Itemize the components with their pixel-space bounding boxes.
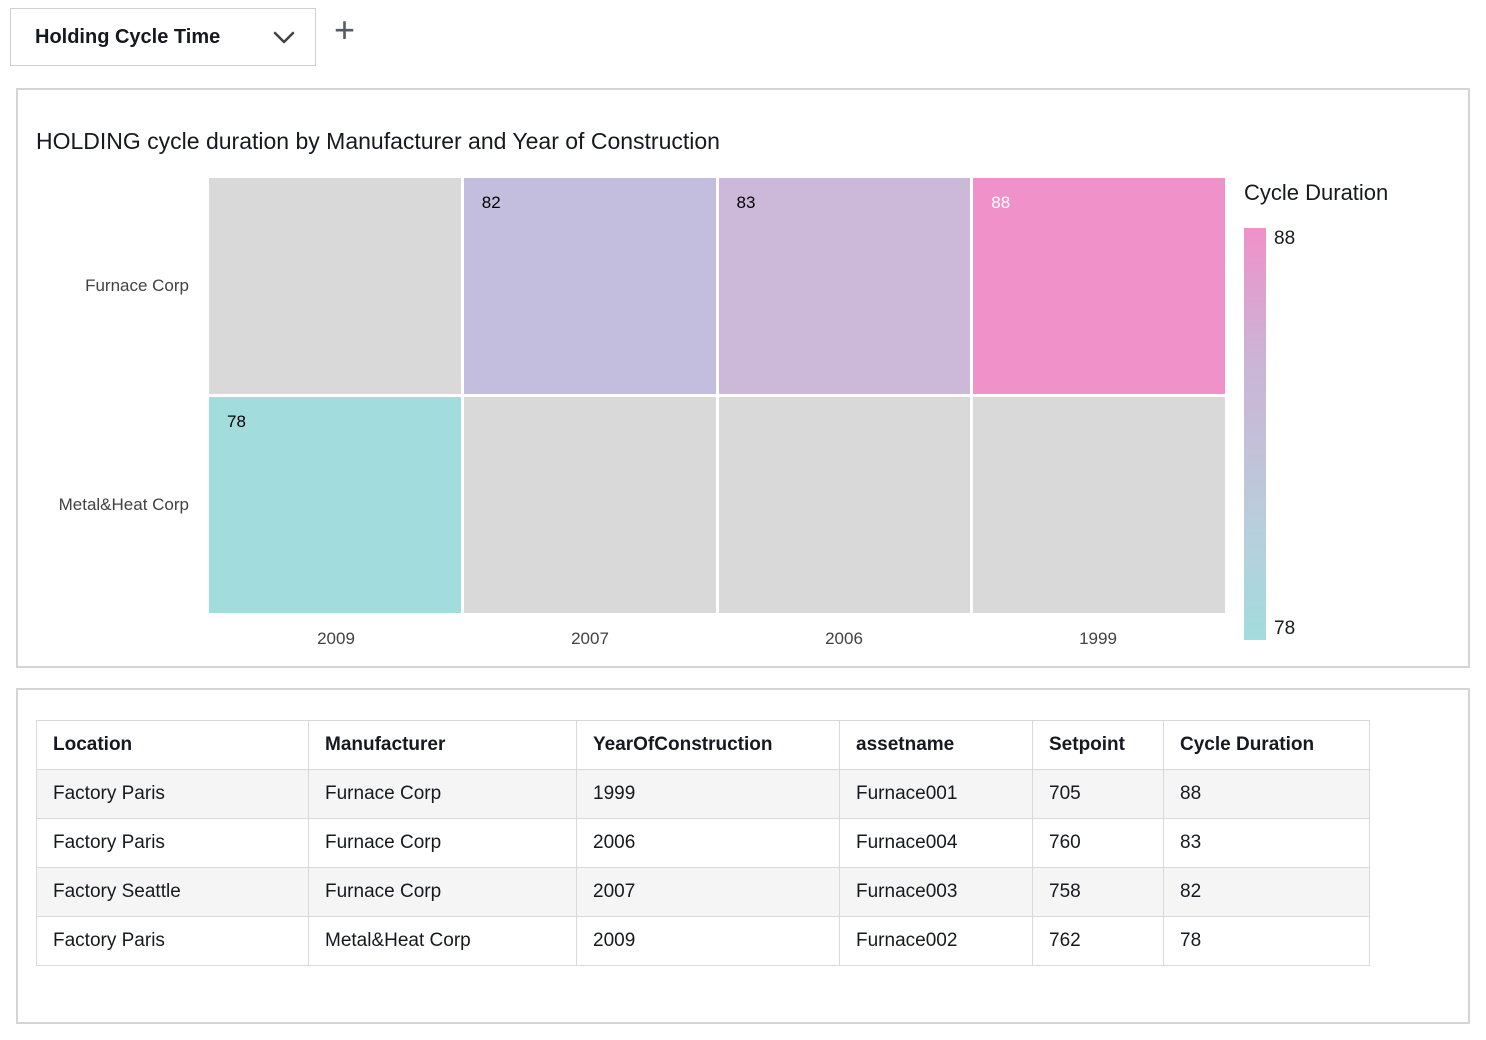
legend-title: Cycle Duration xyxy=(1244,180,1389,205)
table-cell: Furnace Corp xyxy=(308,867,577,917)
table-cell: 82 xyxy=(1163,867,1370,917)
table-row: Factory Paris Metal&Heat Corp 2009 Furnace0… xyxy=(36,916,1370,966)
table-panel: Location Manufacturer YearOfConstruction as… xyxy=(16,688,1470,1024)
table-cell: Furnace Corp xyxy=(308,769,577,819)
x-axis-label: 2006 xyxy=(825,629,863,648)
table-cell: 88 xyxy=(1163,769,1370,819)
heatmap-chart: Furnace Corp Metal&Heat Corp 82 83 88 78 200… xyxy=(18,178,1468,649)
legend-gradient-bar xyxy=(1244,228,1266,640)
add-tab-button[interactable]: + xyxy=(334,9,356,50)
column-header[interactable]: Cycle Duration xyxy=(1163,720,1370,770)
table-row: Factory Seattle Furnace Corp 2007 Furnace00… xyxy=(36,867,1370,917)
chart-panel: HOLDING cycle duration by Manufacturer a… xyxy=(16,88,1470,668)
table-cell: Factory Paris xyxy=(36,818,309,868)
y-axis-label: Furnace Corp xyxy=(85,276,189,295)
heatmap-cell[interactable] xyxy=(463,397,716,613)
heatmap-cell[interactable]: 82 xyxy=(463,178,716,394)
table-cell: 2007 xyxy=(576,867,840,917)
table-cell: Metal&Heat Corp xyxy=(308,916,577,966)
tab-bar: Holding Cycle Time + xyxy=(0,0,1486,66)
table-cell: 2009 xyxy=(576,916,840,966)
legend-min-label: 78 xyxy=(1274,618,1296,639)
table-cell: Furnace Corp xyxy=(308,818,577,868)
chevron-down-icon[interactable] xyxy=(273,31,295,44)
table-cell: Factory Paris xyxy=(36,769,309,819)
legend-ticks: 88 78 xyxy=(1274,228,1295,640)
tab-holding-cycle-time[interactable]: Holding Cycle Time xyxy=(10,8,316,66)
table-cell: 705 xyxy=(1032,769,1164,819)
table-cell: Furnace003 xyxy=(839,867,1033,917)
x-axis-label: 2009 xyxy=(317,629,355,648)
heatmap-column-labels: 2009 2007 2006 1999 xyxy=(209,621,1225,649)
heatmap-plot: 82 83 88 78 2009 2007 2006 1999 xyxy=(209,178,1225,649)
heatmap-cell-value: 78 xyxy=(227,412,246,431)
column-header[interactable]: Setpoint xyxy=(1032,720,1164,770)
legend-max-label: 88 xyxy=(1274,228,1296,249)
heatmap-cell-value: 82 xyxy=(481,193,501,212)
heatmap-cell[interactable]: 88 xyxy=(973,178,1225,394)
table-cell: 2006 xyxy=(576,818,840,868)
column-header[interactable]: YearOfConstruction xyxy=(576,720,840,770)
heatmap-cell-value: 83 xyxy=(736,193,756,212)
heatmap-row-labels: Furnace Corp Metal&Heat Corp xyxy=(18,178,209,649)
table-cell: Factory Paris xyxy=(36,916,309,966)
table-row: Factory Paris Furnace Corp 2006 Furnace004 7… xyxy=(36,818,1370,868)
column-header[interactable]: Location xyxy=(36,720,309,770)
table-body: Factory Paris Furnace Corp 1999 Furnace001 7… xyxy=(36,769,1370,966)
table-cell: Furnace002 xyxy=(839,916,1033,966)
legend: Cycle Duration 88 78 xyxy=(1244,178,1468,649)
table-header-row: Location Manufacturer YearOfConstruction as… xyxy=(36,720,1370,770)
heatmap-cell[interactable] xyxy=(973,397,1225,613)
x-axis-label: 2007 xyxy=(571,629,609,648)
heatmap-grid: 82 83 88 78 xyxy=(209,178,1225,613)
heatmap-cell[interactable]: 78 xyxy=(209,397,461,613)
table-cell: 760 xyxy=(1032,818,1164,868)
table-cell: Factory Seattle xyxy=(36,867,309,917)
x-axis-label: 1999 xyxy=(1079,629,1117,648)
table-cell: 78 xyxy=(1163,916,1370,966)
chart-title: HOLDING cycle duration by Manufacturer a… xyxy=(36,128,720,154)
heatmap-cell-value: 88 xyxy=(991,193,1011,212)
legend-body: 88 78 xyxy=(1244,228,1468,640)
y-axis-label: Metal&Heat Corp xyxy=(58,495,189,514)
column-header[interactable]: Manufacturer xyxy=(308,720,577,770)
table-cell: Furnace004 xyxy=(839,818,1033,868)
tab-label: Holding Cycle Time xyxy=(35,25,221,48)
heatmap-cell[interactable] xyxy=(718,397,971,613)
data-table: Location Manufacturer YearOfConstruction as… xyxy=(36,720,1370,966)
table-cell: Furnace001 xyxy=(839,769,1033,819)
table-row: Factory Paris Furnace Corp 1999 Furnace001 7… xyxy=(36,769,1370,819)
column-header[interactable]: assetname xyxy=(839,720,1033,770)
table-cell: 83 xyxy=(1163,818,1370,868)
table-cell: 762 xyxy=(1032,916,1164,966)
heatmap-cell[interactable] xyxy=(209,178,461,394)
heatmap-cell[interactable]: 83 xyxy=(718,178,971,394)
table-cell: 758 xyxy=(1032,867,1164,917)
table-cell: 1999 xyxy=(576,769,840,819)
